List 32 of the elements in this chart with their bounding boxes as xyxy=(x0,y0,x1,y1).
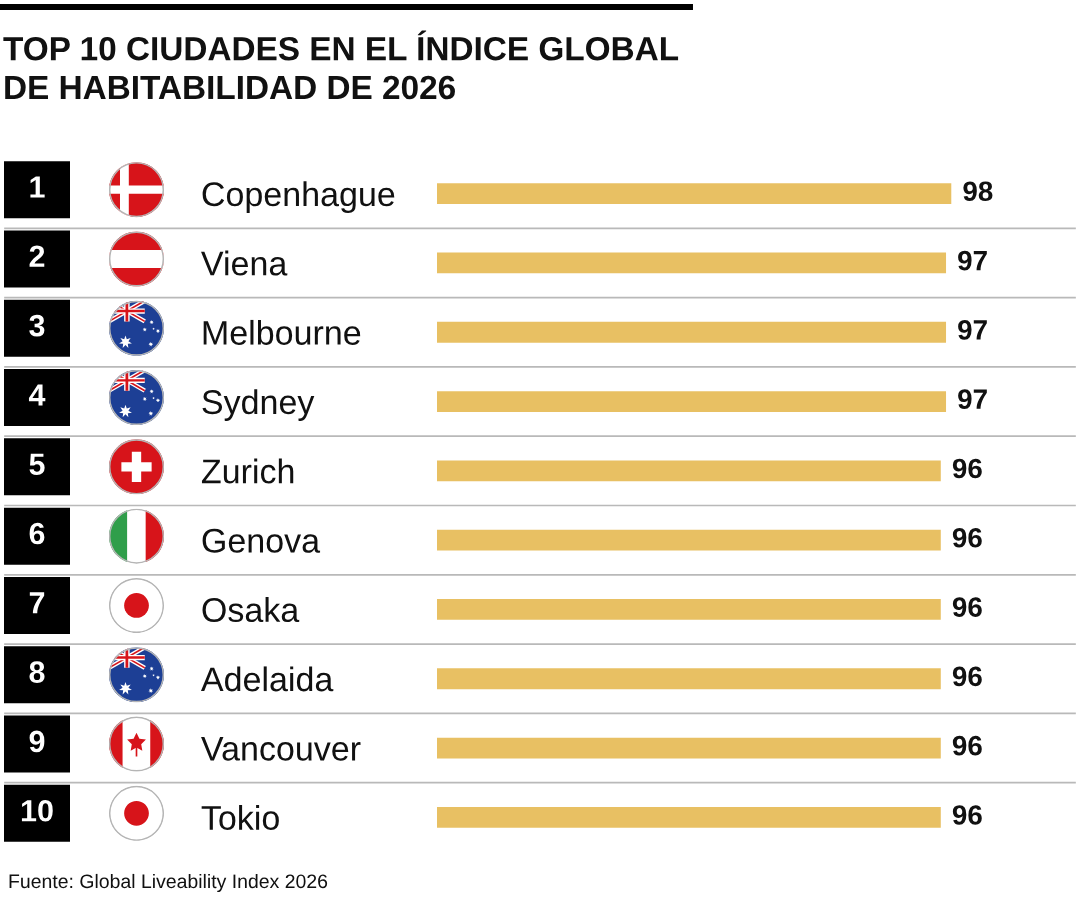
data-label: 97 xyxy=(958,389,987,410)
data-label: 96 xyxy=(952,805,982,825)
y-tick-label: Sydney xyxy=(202,389,315,421)
text: 8 xyxy=(29,661,45,683)
source-note: Fuente: Global Liveability Index 2026 xyxy=(9,873,328,893)
y-tick-label: Tokio xyxy=(201,805,279,831)
y-tick-label: Zurich xyxy=(201,458,294,484)
data-label: 97 xyxy=(958,250,987,271)
text: 10 xyxy=(21,799,53,822)
text: 9 xyxy=(29,730,45,753)
data-label: 96 xyxy=(952,527,982,548)
data-label: 96 xyxy=(952,735,982,756)
text: 1 xyxy=(30,176,45,198)
data-label: 98 xyxy=(963,181,993,202)
data-label: 96 xyxy=(952,458,982,479)
y-tick-label: Viena xyxy=(201,250,288,276)
y-tick-label: Vancouver xyxy=(201,736,361,761)
text: 7 xyxy=(29,592,45,614)
y-tick-label: Osaka xyxy=(202,597,300,623)
chart-title: TOP 10 CIUDADES EN EL ÍNDICE GLOBAL DE HABITABILIDAD DE 2026 xyxy=(3,30,679,100)
text: 4 xyxy=(28,384,46,406)
y-tick-label: Genova xyxy=(202,528,321,553)
text: 2 xyxy=(29,245,45,267)
y-tick-label: Melbourne xyxy=(203,319,361,345)
data-label: 96 xyxy=(952,597,982,617)
y-tick-label: Copenhague xyxy=(202,181,395,214)
text: 6 xyxy=(29,522,45,545)
text: 5 xyxy=(29,453,45,476)
data-label: 96 xyxy=(952,666,982,687)
data-label: 97 xyxy=(958,320,987,340)
y-tick-label: Adelaida xyxy=(200,666,334,692)
text: 3 xyxy=(29,314,45,337)
